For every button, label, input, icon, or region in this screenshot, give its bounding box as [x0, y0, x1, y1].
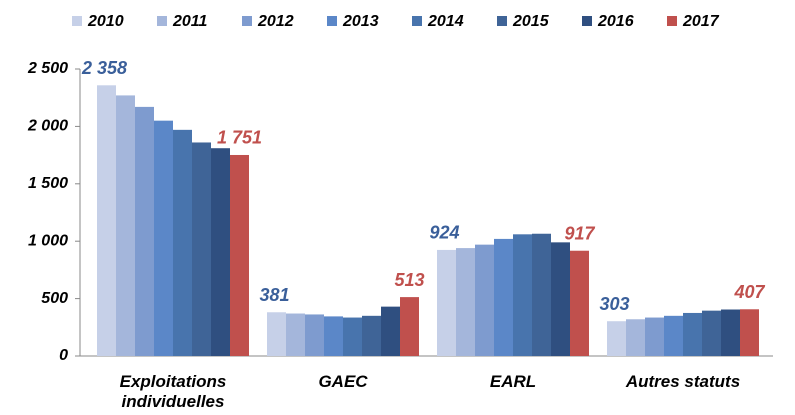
- bar: [267, 312, 286, 356]
- legend-swatch: [582, 16, 592, 26]
- legend-swatch: [242, 16, 252, 26]
- legend-label: 2012: [257, 13, 294, 30]
- bar: [626, 319, 645, 356]
- value-label: 1 751: [217, 128, 262, 148]
- legend-label: 2017: [682, 13, 720, 30]
- legend-swatch: [667, 16, 677, 26]
- legend-swatch: [327, 16, 337, 26]
- bar: [305, 314, 324, 356]
- bar: [400, 297, 419, 356]
- bar: [324, 316, 343, 356]
- bar: [97, 85, 116, 356]
- bar: [645, 317, 664, 356]
- bar: [475, 244, 494, 356]
- value-label: 924: [429, 223, 459, 243]
- bar: [513, 234, 532, 356]
- legend-label: 2013: [342, 13, 379, 30]
- legend-swatch: [497, 16, 507, 26]
- bar: [532, 233, 551, 356]
- bar: [607, 321, 626, 356]
- bar: [702, 310, 721, 356]
- x-tick-label: Exploitations individuelles: [119, 372, 227, 411]
- bar: [211, 148, 230, 356]
- value-label: 917: [564, 223, 595, 243]
- value-label: 2 358: [81, 58, 127, 78]
- bar: [456, 248, 475, 356]
- bar: [286, 313, 305, 356]
- bar: [154, 120, 173, 356]
- bar: [551, 242, 570, 356]
- bar: [135, 106, 154, 356]
- y-tick-label: 1 000: [28, 232, 68, 249]
- legend-swatch: [72, 16, 82, 26]
- bar: [230, 154, 249, 356]
- bar: [664, 315, 683, 356]
- legend-label: 2011: [172, 13, 208, 30]
- legend-label: 2015: [512, 13, 550, 30]
- value-label: 513: [394, 270, 424, 290]
- bar: [381, 306, 400, 356]
- value-label: 303: [599, 294, 629, 314]
- bar: [343, 317, 362, 356]
- legend-label: 2014: [427, 13, 464, 30]
- x-tick-label: EARL: [489, 372, 537, 391]
- bar: [192, 142, 211, 356]
- value-label: 407: [733, 282, 765, 302]
- bar: [721, 309, 740, 356]
- value-label: 381: [259, 285, 289, 305]
- legend-label: 2010: [87, 13, 124, 30]
- y-tick-label: 500: [41, 290, 68, 307]
- bar: [116, 95, 135, 357]
- bar: [494, 238, 513, 356]
- bar: [362, 315, 381, 356]
- y-tick-label: 1 500: [28, 175, 68, 192]
- y-tick-label: 0: [59, 347, 68, 364]
- y-tick-label: 2 500: [27, 60, 68, 77]
- bar: [740, 309, 759, 356]
- x-tick-label: GAEC: [318, 372, 368, 391]
- bar: [173, 129, 192, 356]
- bar: [570, 250, 589, 356]
- y-tick-label: 2 000: [27, 118, 68, 135]
- bar: [437, 249, 456, 356]
- legend-swatch: [412, 16, 422, 26]
- legend-label: 2016: [597, 13, 634, 30]
- legend-swatch: [157, 16, 167, 26]
- bar: [683, 312, 702, 356]
- x-tick-label: Autres statuts: [625, 372, 741, 391]
